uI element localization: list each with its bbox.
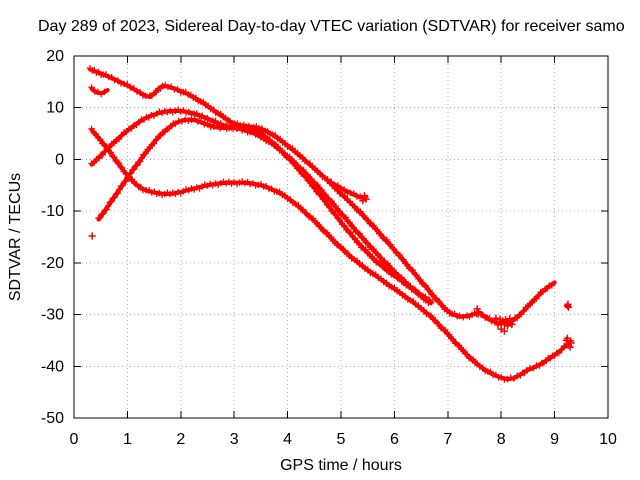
y-tick-label: -30	[41, 307, 64, 324]
y-axis-label: SDTVAR / TECUs	[7, 173, 24, 301]
series-core-track-4-steep-rise-hump	[96, 117, 434, 305]
series-markers-track-1-top-arc-shallow-branch	[86, 65, 556, 328]
series-core-track-3-rising-hump	[89, 108, 433, 306]
y-tick-label: -50	[41, 410, 64, 427]
scatter-plus-markers	[88, 192, 575, 351]
y-tick-label: 10	[46, 100, 64, 117]
x-axis-label: GPS time / hours	[280, 457, 402, 474]
x-tick-label: 6	[390, 431, 399, 448]
x-tick-label: 3	[230, 431, 239, 448]
y-tick-label: -20	[41, 255, 64, 272]
series-markers-track-6-small-arc	[88, 84, 108, 98]
x-tick-label: 10	[599, 431, 617, 448]
series-markers-track-2-valley-deep-v	[88, 125, 571, 383]
y-tick-label: -10	[41, 203, 64, 220]
x-tick-label: 7	[443, 431, 452, 448]
y-tick-label: -40	[41, 358, 64, 375]
series-markers-track-5-short-segment	[328, 178, 364, 200]
x-tick-label: 2	[176, 431, 185, 448]
chart-title: Day 289 of 2023, Sidereal Day-to-day VTE…	[38, 18, 625, 35]
x-tick-label: 9	[550, 431, 559, 448]
x-tick-label: 8	[497, 431, 506, 448]
x-tick-label: 0	[70, 431, 79, 448]
x-tick-label: 5	[337, 431, 346, 448]
y-tick-label: 20	[46, 48, 64, 65]
x-tick-label: 4	[283, 431, 292, 448]
series-core-track-2-valley-deep-v	[89, 127, 572, 382]
y-tick-label: 0	[55, 151, 64, 168]
series-markers-track-4-steep-rise-hump	[95, 115, 433, 304]
x-tick-label: 1	[123, 431, 132, 448]
